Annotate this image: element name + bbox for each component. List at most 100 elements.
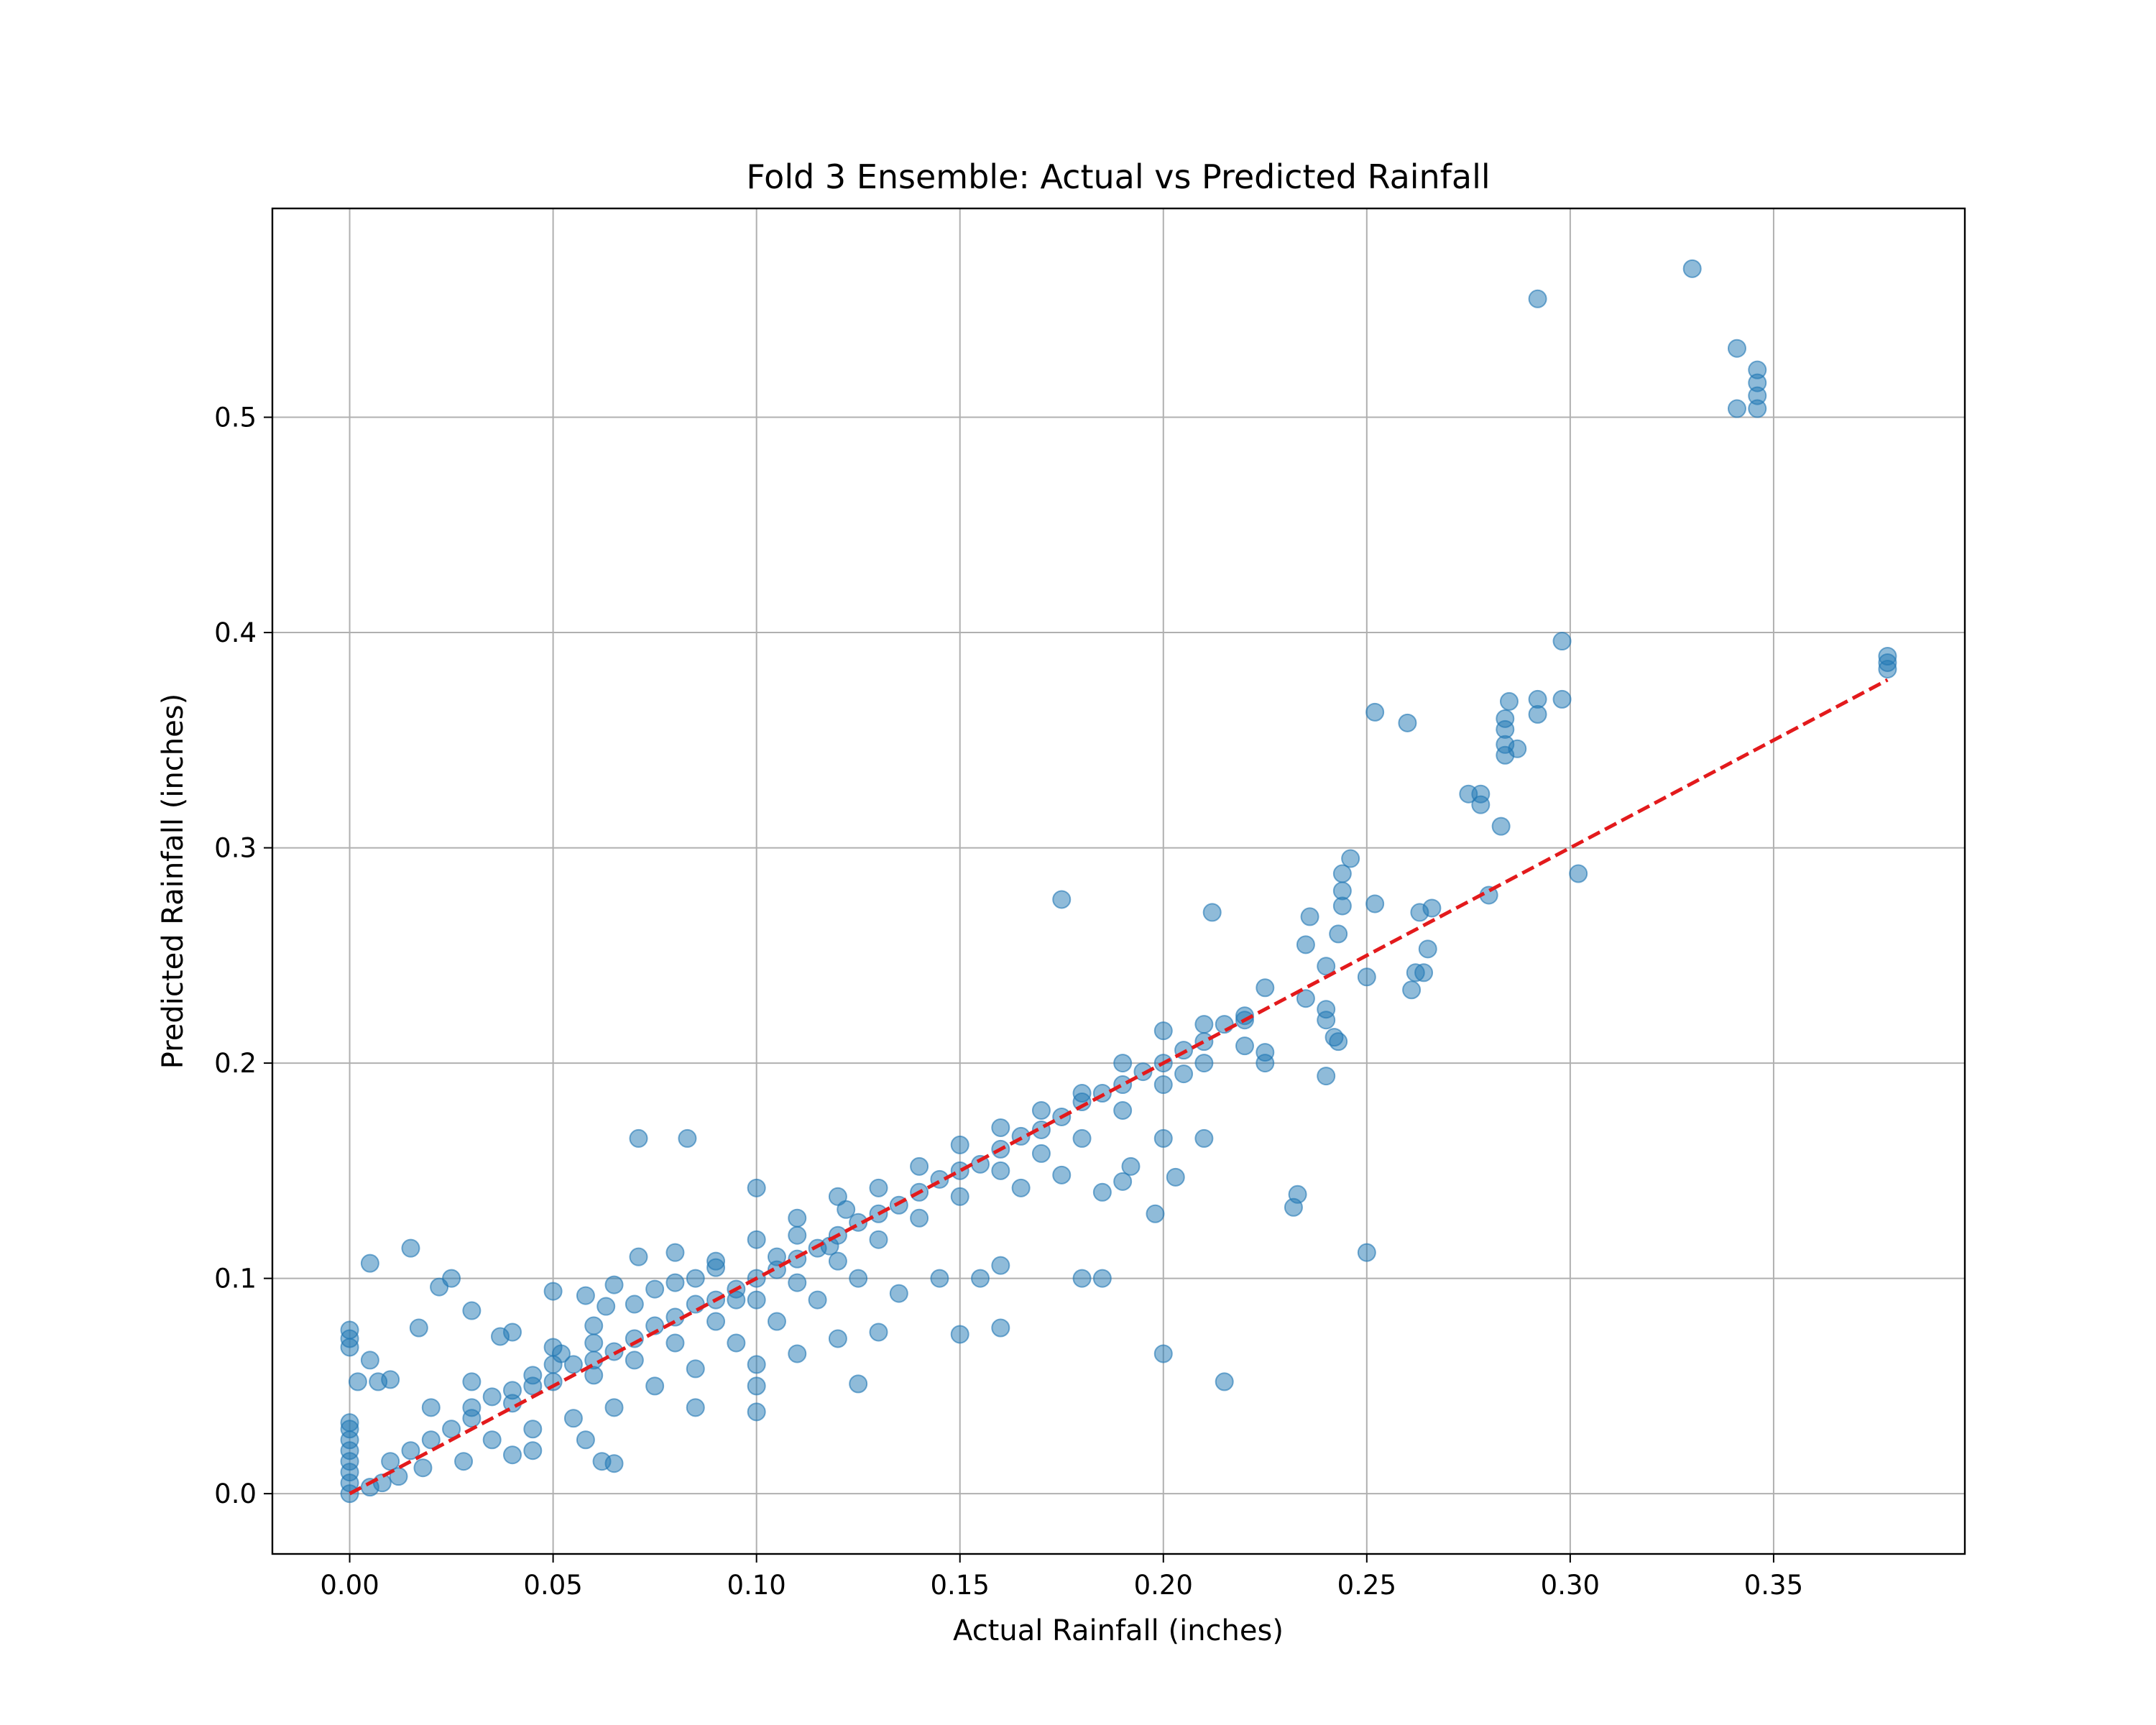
x-tick-label: 0.00 — [320, 1570, 379, 1601]
data-point — [523, 1420, 543, 1439]
data-point — [360, 1478, 379, 1497]
data-point — [1727, 399, 1746, 418]
data-point — [910, 1156, 929, 1176]
data-point — [678, 1128, 697, 1148]
x-tick-label: 0.10 — [727, 1570, 786, 1601]
data-point — [991, 1256, 1010, 1275]
y-tick-label: 0.4 — [214, 617, 257, 648]
data-point — [686, 1398, 705, 1417]
data-point — [1011, 1178, 1031, 1197]
data-point — [1153, 1075, 1173, 1095]
data-point — [1153, 1021, 1173, 1041]
data-point — [1569, 864, 1588, 883]
data-point — [1398, 713, 1417, 732]
data-point — [1357, 967, 1376, 987]
reference-line — [349, 678, 1889, 1496]
data-point — [950, 1325, 969, 1344]
data-point — [1256, 1043, 1275, 1062]
data-point — [1194, 1015, 1214, 1034]
data-point — [348, 1372, 367, 1392]
data-point — [503, 1445, 522, 1465]
data-point — [1552, 632, 1572, 651]
data-point — [828, 1251, 847, 1271]
data-point — [421, 1430, 441, 1450]
data-point — [849, 1269, 868, 1288]
data-point — [1552, 689, 1572, 709]
data-point — [340, 1320, 359, 1340]
data-point — [788, 1208, 807, 1228]
data-point — [563, 1409, 583, 1428]
data-point — [1092, 1269, 1112, 1288]
data-point — [767, 1312, 786, 1331]
data-point — [1508, 739, 1527, 758]
data-point — [971, 1269, 990, 1288]
data-points — [340, 259, 1897, 1504]
data-point — [576, 1430, 595, 1450]
data-point — [1215, 1015, 1234, 1034]
data-point — [625, 1351, 644, 1370]
data-point — [491, 1327, 510, 1346]
data-point — [625, 1329, 644, 1348]
data-point — [543, 1372, 563, 1392]
data-point — [401, 1238, 420, 1258]
data-point — [991, 1161, 1010, 1180]
data-point — [788, 1273, 807, 1292]
data-point — [584, 1366, 604, 1385]
data-point — [1166, 1167, 1185, 1187]
data-point — [991, 1318, 1010, 1338]
data-point — [1414, 963, 1434, 983]
data-point — [828, 1329, 847, 1348]
data-point — [869, 1178, 888, 1197]
data-point — [950, 1187, 969, 1206]
data-point — [849, 1374, 868, 1394]
data-point — [1072, 1084, 1092, 1103]
reference-line-group — [349, 678, 1889, 1496]
data-point — [604, 1342, 624, 1361]
data-point — [523, 1376, 543, 1396]
data-point — [1471, 784, 1491, 804]
data-point — [686, 1359, 705, 1379]
data-point — [1031, 1144, 1051, 1163]
data-point — [543, 1338, 563, 1357]
x-tick-label: 0.05 — [523, 1570, 582, 1601]
data-point — [727, 1333, 746, 1353]
data-point — [991, 1118, 1010, 1137]
data-point — [1153, 1344, 1173, 1363]
data-point — [596, 1297, 616, 1316]
data-point — [584, 1333, 604, 1353]
data-point — [808, 1238, 827, 1258]
data-point — [1072, 1269, 1092, 1288]
data-point — [1317, 1000, 1336, 1019]
data-point — [1402, 980, 1422, 1000]
data-point — [747, 1178, 766, 1197]
data-point — [462, 1409, 482, 1428]
data-point — [828, 1187, 847, 1206]
data-point — [584, 1316, 604, 1335]
data-point — [889, 1284, 908, 1303]
data-point — [747, 1290, 766, 1310]
data-point — [625, 1294, 644, 1314]
data-point — [1072, 1128, 1092, 1148]
data-point — [563, 1355, 583, 1374]
data-point — [1133, 1062, 1153, 1082]
data-point — [645, 1376, 665, 1396]
data-point — [1052, 890, 1072, 909]
data-point — [1194, 1128, 1214, 1148]
data-point — [1092, 1182, 1112, 1202]
data-point — [910, 1208, 929, 1228]
y-axis-label: Predicted Rainfall (inches) — [157, 694, 190, 1069]
data-point — [686, 1294, 705, 1314]
data-point — [1194, 1032, 1214, 1052]
data-point — [1202, 903, 1222, 922]
data-point — [576, 1286, 595, 1305]
data-point — [869, 1322, 888, 1342]
data-point — [360, 1254, 379, 1273]
data-point — [340, 1413, 359, 1432]
data-point — [629, 1247, 648, 1266]
data-point — [1215, 1372, 1234, 1392]
data-point — [1296, 935, 1315, 954]
x-tick-label: 0.30 — [1541, 1570, 1600, 1601]
data-point — [665, 1273, 685, 1292]
